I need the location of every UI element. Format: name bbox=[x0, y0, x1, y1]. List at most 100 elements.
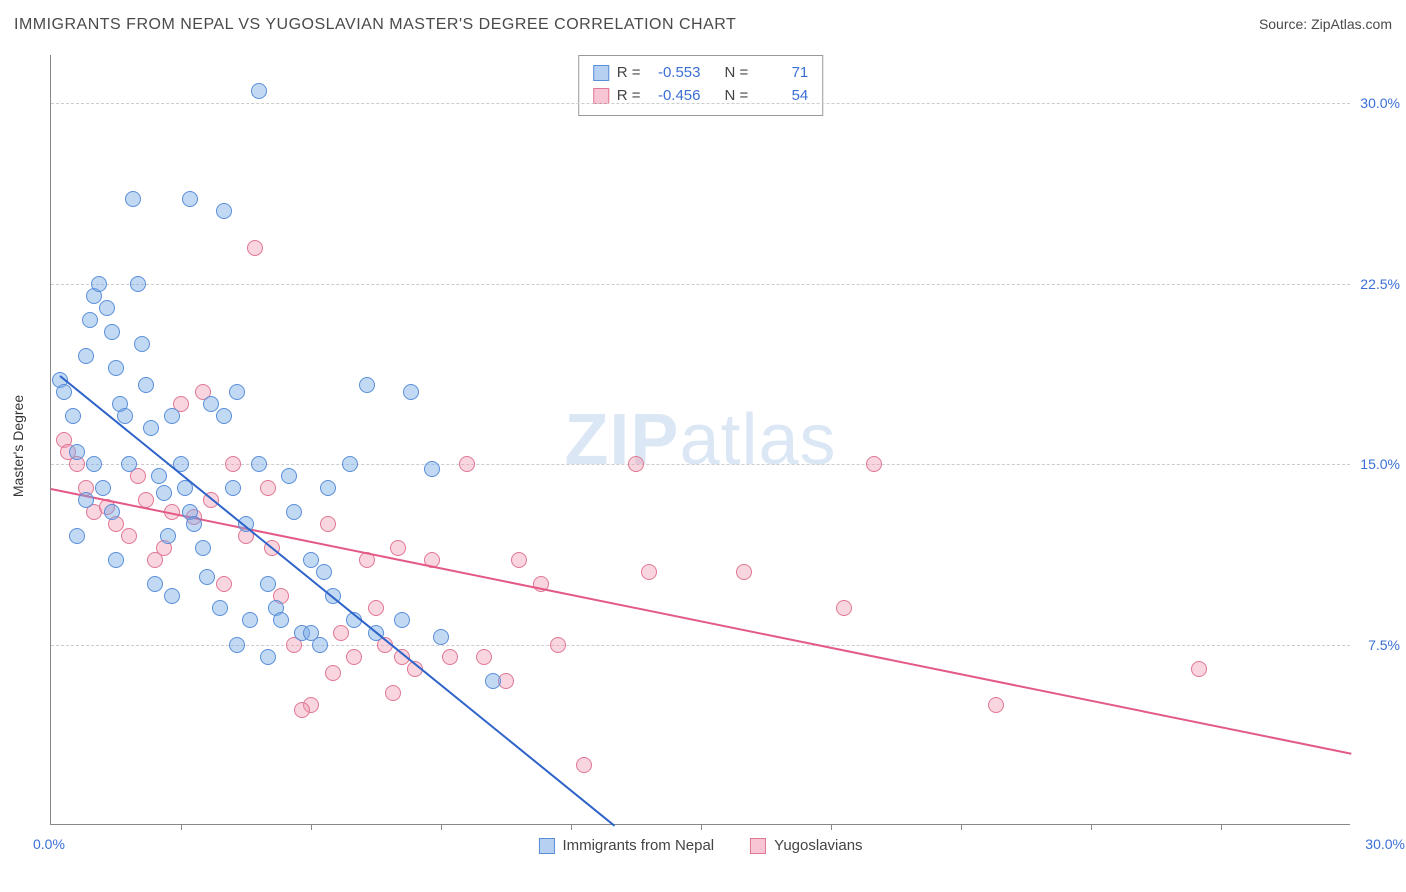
scatter-point-yugo bbox=[346, 649, 362, 665]
x-tick bbox=[701, 824, 702, 830]
scatter-point-nepal bbox=[260, 649, 276, 665]
scatter-point-nepal bbox=[229, 384, 245, 400]
scatter-point-nepal bbox=[65, 408, 81, 424]
scatter-point-yugo bbox=[641, 564, 657, 580]
scatter-point-nepal bbox=[182, 191, 198, 207]
scatter-point-nepal bbox=[260, 576, 276, 592]
scatter-point-yugo bbox=[225, 456, 241, 472]
scatter-point-nepal bbox=[78, 492, 94, 508]
scatter-point-nepal bbox=[82, 312, 98, 328]
scatter-point-yugo bbox=[442, 649, 458, 665]
scatter-point-nepal bbox=[273, 612, 289, 628]
scatter-point-nepal bbox=[156, 485, 172, 501]
scatter-point-nepal bbox=[78, 348, 94, 364]
scatter-point-nepal bbox=[242, 612, 258, 628]
y-tick-label: 22.5% bbox=[1350, 276, 1400, 292]
scatter-point-nepal bbox=[286, 504, 302, 520]
stat-n-label: N = bbox=[725, 62, 749, 85]
scatter-point-yugo bbox=[628, 456, 644, 472]
chart-plot-area: ZIPatlas R = -0.553 N = 71 R = -0.456 N … bbox=[50, 55, 1350, 825]
scatter-point-nepal bbox=[143, 420, 159, 436]
scatter-point-yugo bbox=[247, 240, 263, 256]
y-tick-label: 15.0% bbox=[1350, 456, 1400, 472]
scatter-point-yugo bbox=[385, 685, 401, 701]
source-label: Source: bbox=[1259, 16, 1311, 32]
scatter-point-nepal bbox=[251, 83, 267, 99]
scatter-point-nepal bbox=[225, 480, 241, 496]
gridline bbox=[51, 464, 1350, 465]
scatter-point-nepal bbox=[121, 456, 137, 472]
scatter-point-nepal bbox=[104, 504, 120, 520]
stat-r-nepal: -0.553 bbox=[649, 62, 701, 85]
swatch-yugo-icon bbox=[593, 88, 609, 104]
swatch-nepal-icon bbox=[593, 65, 609, 81]
scatter-point-nepal bbox=[303, 552, 319, 568]
scatter-point-nepal bbox=[138, 377, 154, 393]
scatter-point-nepal bbox=[56, 384, 72, 400]
scatter-point-nepal bbox=[86, 456, 102, 472]
gridline bbox=[51, 103, 1350, 104]
scatter-point-nepal bbox=[108, 552, 124, 568]
scatter-point-nepal bbox=[125, 191, 141, 207]
x-tick bbox=[961, 824, 962, 830]
scatter-point-nepal bbox=[91, 276, 107, 292]
scatter-point-nepal bbox=[186, 516, 202, 532]
y-tick-label: 30.0% bbox=[1350, 95, 1400, 111]
scatter-point-nepal bbox=[485, 673, 501, 689]
scatter-point-nepal bbox=[216, 408, 232, 424]
legend: Immigrants from Nepal Yugoslavians bbox=[538, 837, 862, 854]
watermark-text: ZIPatlas bbox=[564, 399, 836, 481]
scatter-point-yugo bbox=[836, 600, 852, 616]
gridline bbox=[51, 284, 1350, 285]
source-link[interactable]: ZipAtlas.com bbox=[1311, 16, 1392, 32]
scatter-point-nepal bbox=[251, 456, 267, 472]
scatter-point-nepal bbox=[229, 637, 245, 653]
scatter-point-yugo bbox=[1191, 661, 1207, 677]
scatter-point-nepal bbox=[195, 540, 211, 556]
source-attribution: Source: ZipAtlas.com bbox=[1259, 16, 1392, 32]
stat-n-nepal: 71 bbox=[756, 62, 808, 85]
scatter-point-yugo bbox=[260, 480, 276, 496]
x-tick bbox=[311, 824, 312, 830]
scatter-point-nepal bbox=[99, 300, 115, 316]
legend-item-yugo: Yugoslavians bbox=[750, 837, 862, 854]
x-tick bbox=[571, 824, 572, 830]
y-tick-label: 7.5% bbox=[1350, 637, 1400, 653]
legend-label-nepal: Immigrants from Nepal bbox=[562, 837, 714, 854]
scatter-point-nepal bbox=[69, 528, 85, 544]
x-tick bbox=[831, 824, 832, 830]
scatter-point-nepal bbox=[342, 456, 358, 472]
scatter-point-nepal bbox=[130, 276, 146, 292]
page-root: IMMIGRANTS FROM NEPAL VS YUGOSLAVIAN MAS… bbox=[0, 0, 1406, 892]
scatter-point-nepal bbox=[203, 396, 219, 412]
scatter-point-nepal bbox=[216, 203, 232, 219]
scatter-point-yugo bbox=[121, 528, 137, 544]
x-tick bbox=[1221, 824, 1222, 830]
scatter-point-yugo bbox=[736, 564, 752, 580]
scatter-point-nepal bbox=[164, 408, 180, 424]
scatter-point-yugo bbox=[576, 757, 592, 773]
scatter-point-nepal bbox=[151, 468, 167, 484]
scatter-point-yugo bbox=[325, 665, 341, 681]
x-tick bbox=[181, 824, 182, 830]
regression-line-nepal bbox=[59, 375, 615, 827]
scatter-point-yugo bbox=[320, 516, 336, 532]
scatter-point-nepal bbox=[433, 629, 449, 645]
scatter-point-nepal bbox=[359, 377, 375, 393]
scatter-point-yugo bbox=[550, 637, 566, 653]
gridline bbox=[51, 645, 1350, 646]
swatch-yugo-icon bbox=[750, 838, 766, 854]
correlation-stats-box: R = -0.553 N = 71 R = -0.456 N = 54 bbox=[578, 55, 824, 116]
scatter-point-yugo bbox=[390, 540, 406, 556]
scatter-point-nepal bbox=[104, 324, 120, 340]
scatter-point-yugo bbox=[866, 456, 882, 472]
scatter-point-nepal bbox=[281, 468, 297, 484]
scatter-point-yugo bbox=[511, 552, 527, 568]
scatter-point-yugo bbox=[476, 649, 492, 665]
scatter-point-nepal bbox=[403, 384, 419, 400]
scatter-point-nepal bbox=[212, 600, 228, 616]
scatter-point-yugo bbox=[368, 600, 384, 616]
scatter-point-nepal bbox=[164, 588, 180, 604]
x-max-label: 30.0% bbox=[1355, 836, 1405, 852]
swatch-nepal-icon bbox=[538, 838, 554, 854]
